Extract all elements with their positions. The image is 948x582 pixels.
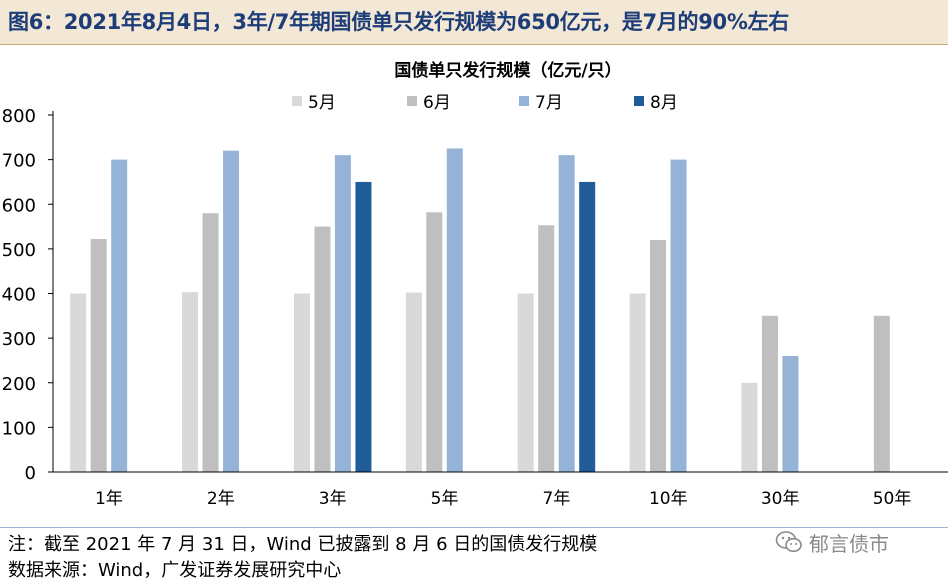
x-tick-label: 5年 [431, 489, 459, 509]
watermark-text: 郁言债市 [809, 531, 889, 556]
chart-legend: 5月 6月 7月 8月 [292, 93, 678, 113]
legend-swatch [519, 96, 529, 106]
wechat-icon [775, 531, 802, 553]
bar [517, 293, 534, 472]
bar [629, 293, 646, 472]
bar [223, 150, 240, 472]
bar [334, 155, 351, 472]
y-tick-label: 800 [2, 106, 36, 127]
bar [90, 239, 107, 472]
bar [182, 292, 199, 472]
bar [782, 355, 799, 472]
x-tick-label: 3年 [319, 489, 347, 509]
legend-swatch [634, 96, 644, 106]
bar [446, 148, 463, 472]
bar [111, 159, 128, 472]
y-tick-label: 300 [2, 329, 36, 350]
y-tick-label: 100 [2, 418, 36, 439]
footer-divider [0, 527, 948, 528]
x-tick-label: 7年 [543, 489, 571, 509]
x-tick-label: 10年 [649, 489, 688, 509]
y-tick-label: 400 [2, 285, 36, 306]
legend-label: 7月 [535, 93, 563, 113]
watermark: 郁言债市 [775, 528, 889, 556]
bar [426, 212, 443, 472]
x-axis: 1年 2年 3年 5年 7年 10年 30年 50年 [53, 471, 948, 509]
y-tick-label: 200 [2, 374, 36, 395]
data-source: 数据来源：Wind，广发证券发展研究中心 [8, 560, 342, 581]
bar-series-group [70, 148, 890, 473]
x-tick-label: 30年 [761, 489, 800, 509]
legend-swatch [407, 96, 417, 106]
x-tick-label: 50年 [873, 489, 912, 509]
bar [579, 181, 596, 472]
bar [670, 159, 687, 472]
bar [761, 315, 778, 472]
footnote: 注：截至 2021 年 7 月 31 日，Wind 已披露到 8 月 6 日的国… [8, 534, 598, 555]
bar [873, 315, 890, 472]
y-tick-label: 700 [2, 151, 36, 172]
bar [405, 292, 422, 472]
legend-label: 8月 [650, 93, 678, 113]
bar [202, 213, 219, 473]
figure-header: 图6：2021年8月4日，3年/7年期国债单只发行规模为650亿元，是7月的90… [0, 0, 948, 45]
legend-label: 6月 [423, 93, 451, 113]
legend-label: 5月 [308, 93, 336, 113]
chart-title: 国债单只发行规模（亿元/只） [394, 60, 621, 81]
bar [70, 293, 87, 472]
y-axis: 0 100 200 300 400 500 600 700 800 [2, 106, 54, 484]
y-tick-label: 600 [2, 195, 36, 216]
legend-swatch [292, 96, 302, 106]
x-tick-label: 1年 [95, 489, 123, 509]
bar [558, 155, 575, 472]
y-tick-label: 500 [2, 240, 36, 261]
bar [314, 226, 331, 472]
bar [293, 293, 310, 472]
bar [538, 225, 555, 472]
bar [355, 181, 372, 472]
bar [741, 382, 758, 472]
x-tick-label: 2年 [207, 489, 235, 509]
bar-chart: 国债单只发行规模（亿元/只） 5月 6月 7月 8月 0 100 200 300 400 500… [2, 60, 948, 509]
y-tick-label: 0 [25, 463, 36, 484]
bar [650, 239, 667, 472]
figure-title: 图6：2021年8月4日，3年/7年期国债单只发行规模为650亿元，是7月的90… [8, 10, 789, 34]
